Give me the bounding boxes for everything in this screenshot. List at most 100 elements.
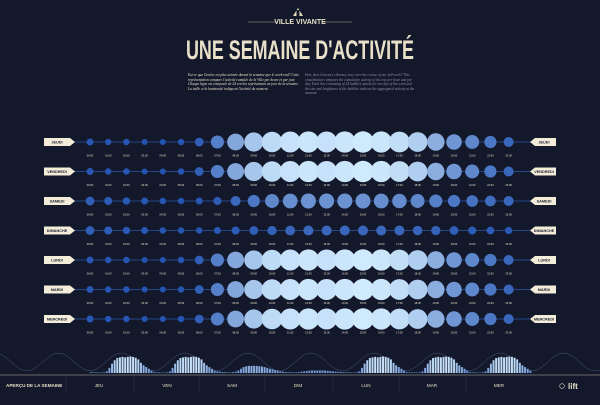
hour-label: 01:00 [105, 272, 112, 276]
activity-bubble [279, 249, 301, 271]
hour-label: 10:00 [269, 272, 276, 276]
hour-label: 14:00 [342, 272, 349, 276]
overview-bar [116, 358, 119, 373]
hour-label: 23:00 [505, 331, 512, 335]
overview-bar [147, 368, 150, 373]
activity-bubble [297, 249, 320, 271]
overview-bar [211, 368, 213, 373]
activity-bubble [279, 278, 301, 301]
hour-label: 03:00 [141, 213, 148, 217]
hour-label: 01:00 [105, 301, 112, 305]
activity-bubble [177, 197, 185, 205]
hour-label: 18:00 [414, 272, 421, 276]
activity-bubble [339, 225, 350, 236]
overview-bar [350, 372, 353, 373]
overview-bar [345, 372, 348, 373]
overview-bar [111, 363, 114, 373]
overview-bar [445, 356, 448, 373]
overview-bar [453, 359, 456, 373]
hour-label: 00:00 [87, 331, 94, 335]
day-label-tag-left [44, 315, 75, 323]
overview-bar [250, 365, 253, 373]
day-label-left: LUNDI [51, 258, 63, 262]
activity-bubble [261, 308, 283, 330]
hour-label: 11:00 [287, 183, 294, 187]
overview-bar [518, 362, 521, 373]
overview-bar [376, 357, 379, 373]
overview-bar [132, 356, 135, 373]
hour-label: 05:00 [178, 301, 185, 305]
activity-bubble [503, 136, 514, 148]
overview-day-label: LUN [361, 383, 370, 388]
day-label-tag-left [44, 167, 75, 176]
hour-label: 02:00 [123, 213, 130, 217]
overview-bar [500, 356, 503, 373]
activity-bubble [427, 310, 445, 328]
hour-label: 16:00 [378, 213, 385, 217]
activity-bubble [210, 253, 224, 267]
overview-bar [476, 372, 479, 373]
lift-logo: lift [559, 382, 578, 391]
hour-label: 15:00 [360, 301, 367, 305]
overview-bar [413, 372, 416, 373]
activity-bubble [159, 168, 166, 175]
activity-bubble [194, 285, 204, 294]
activity-bubble [484, 253, 497, 267]
activity-bubble [227, 163, 245, 180]
hour-label: 03:00 [141, 301, 148, 305]
overview-bar [371, 357, 374, 373]
hour-label: 10:00 [269, 213, 276, 217]
hour-label: 21:00 [469, 154, 476, 158]
overview-bar [276, 370, 279, 373]
activity-bubble [279, 308, 301, 330]
hour-label: 09:00 [251, 331, 258, 335]
overview-bar [90, 372, 92, 373]
hour-label: 07:00 [214, 331, 221, 335]
activity-bubble [86, 286, 94, 293]
overview-bar [347, 372, 350, 373]
overview-bar [513, 357, 516, 373]
activity-bubble [231, 226, 240, 235]
activity-bubble [468, 226, 477, 235]
activity-bubble [407, 132, 428, 152]
hour-label: 16:00 [378, 272, 385, 276]
overview-bar [97, 372, 100, 373]
hour-label: 06:00 [196, 154, 203, 158]
overview-day-label: JEU [95, 383, 104, 388]
activity-bubble [503, 284, 514, 295]
activity-bubble [194, 314, 204, 324]
activity-bubble [141, 197, 149, 205]
activity-bubble [159, 139, 166, 145]
overview-bar [218, 371, 221, 373]
overview-bar [474, 372, 477, 373]
intro-text-en: How does Geneva's vibrancy vary over the… [305, 73, 415, 96]
hour-label: 14:00 [342, 301, 349, 305]
overview-bar [374, 356, 377, 373]
overview-bar [521, 365, 524, 373]
hour-label: 20:00 [451, 154, 458, 158]
activity-bubble [123, 168, 130, 175]
overview-bar [405, 372, 408, 373]
overview-bar [271, 369, 274, 373]
hour-label: 02:00 [123, 331, 130, 335]
hour-label: 13:00 [323, 183, 330, 187]
activity-bubble [297, 160, 320, 183]
activity-bubble [194, 137, 204, 147]
page-title: UNE SEMAINE D'ACTIVITÉ [186, 34, 414, 65]
overview-bar [182, 357, 185, 373]
overview-bar [253, 365, 256, 373]
overview-bar [432, 358, 434, 373]
overview-bar [229, 372, 232, 373]
hour-label: 05:00 [178, 272, 185, 276]
overview-bar [418, 372, 421, 373]
activity-bubble [316, 160, 338, 183]
intro-text-fr: Est-ce que Genève est plus animée durant… [188, 73, 299, 91]
activity-bubble [334, 131, 356, 153]
day-label-tag-left [44, 285, 75, 294]
hour-label: 17:00 [396, 331, 403, 335]
overview-bar [305, 370, 308, 373]
hour-label: 19:00 [433, 183, 440, 187]
overview-bar [153, 372, 156, 373]
hour-label: 08:00 [232, 301, 239, 305]
day-label-left: SAMEDI [50, 199, 65, 203]
